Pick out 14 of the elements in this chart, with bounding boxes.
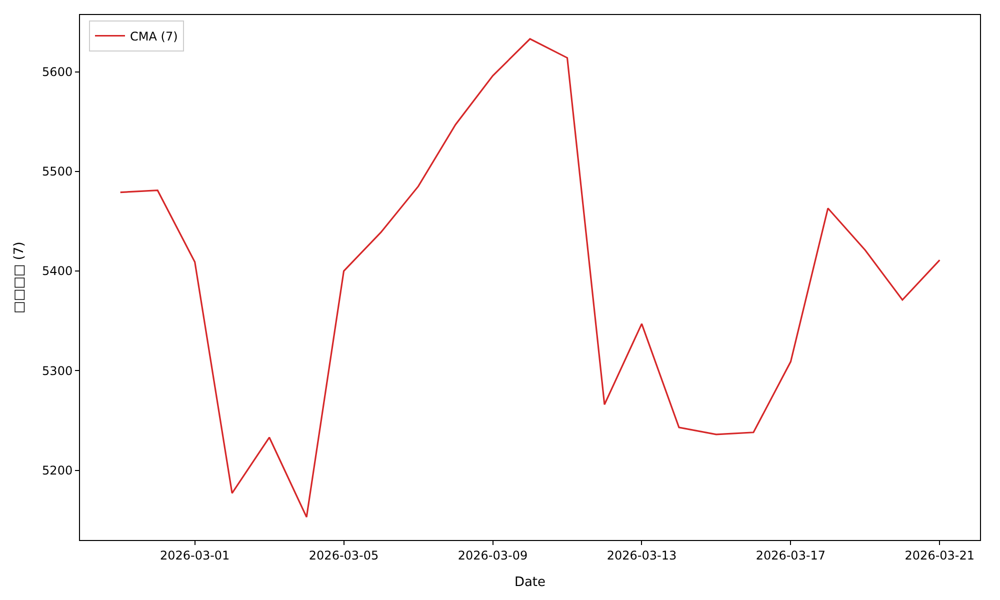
y-tick-label: 5300 xyxy=(42,364,73,378)
y-tick-label: 5400 xyxy=(42,264,73,278)
legend-label: CMA (7) xyxy=(130,29,178,44)
y-tick-label: 5600 xyxy=(42,64,73,79)
x-tick-label: 2026-03-13 xyxy=(606,548,677,562)
y-axis-title: □□□□ (7) xyxy=(12,242,28,314)
x-axis-title: Date xyxy=(514,575,546,590)
x-tick-label: 2026-03-01 xyxy=(160,548,230,562)
x-tick-label: 2026-03-17 xyxy=(756,548,826,562)
x-tick-label: 2026-03-09 xyxy=(458,548,528,562)
y-tick-label: 5200 xyxy=(42,463,73,478)
y-tick-label: 5500 xyxy=(42,164,73,179)
x-tick-label: 2026-03-05 xyxy=(308,548,379,562)
x-tick-label: 2026-03-21 xyxy=(904,548,975,562)
